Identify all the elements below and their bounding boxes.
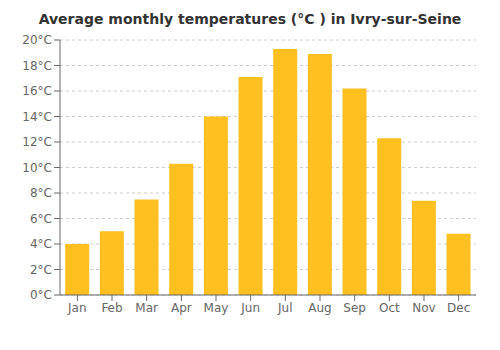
svg-text:8°C: 8°C [30, 186, 52, 200]
svg-text:May: May [204, 301, 229, 315]
svg-text:Sep: Sep [343, 301, 366, 315]
svg-text:Jun: Jun [240, 301, 260, 315]
svg-text:4°C: 4°C [30, 237, 52, 251]
svg-text:2°C: 2°C [30, 263, 52, 277]
svg-text:Dec: Dec [447, 301, 470, 315]
html-text:Average monthly temperatures (: Average monthly temperatures (°C ) in Iv… [38, 11, 462, 27]
svg-text:Nov: Nov [412, 301, 435, 315]
svg-text:18°C: 18°C [22, 59, 52, 73]
svg-text:Apr: Apr [171, 301, 192, 315]
svg-text:Mar: Mar [135, 301, 158, 315]
svg-text:16°C: 16°C [22, 84, 52, 98]
svg-text:Feb: Feb [101, 301, 122, 315]
svg-text:0°C: 0°C [30, 288, 52, 302]
svg-text:Aug: Aug [308, 301, 331, 315]
svg-text:Jan: Jan [67, 301, 87, 315]
svg-text:Jul: Jul [277, 301, 292, 315]
svg-text:12°C: 12°C [22, 135, 52, 149]
svg-text:10°C: 10°C [22, 161, 52, 175]
svg-text:20°C: 20°C [22, 33, 52, 47]
svg-text:Oct: Oct [379, 301, 400, 315]
svg-text:14°C: 14°C [22, 110, 52, 124]
svg-text:6°C: 6°C [30, 212, 52, 226]
